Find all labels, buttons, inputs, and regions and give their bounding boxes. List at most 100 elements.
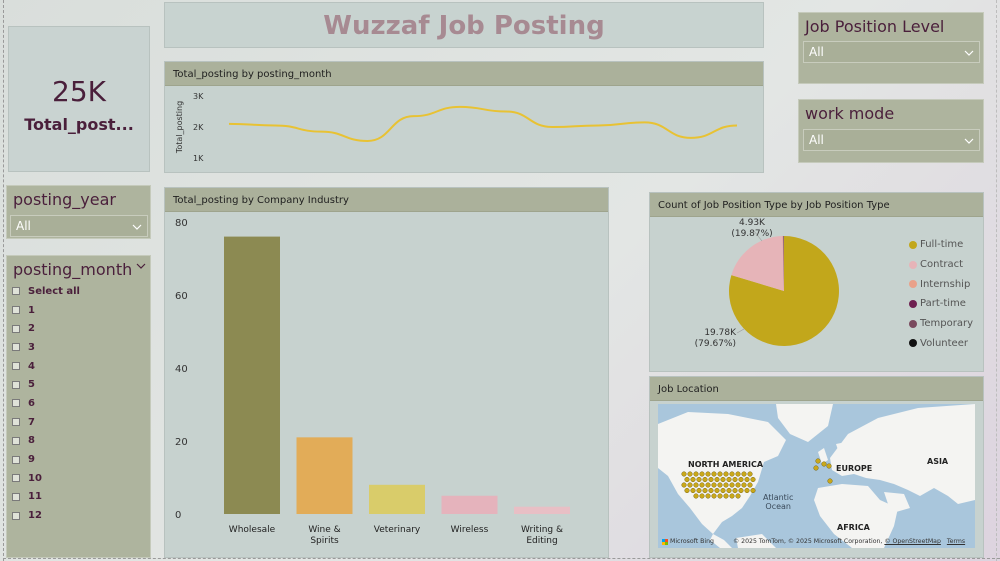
chevron-down-icon[interactable] (136, 261, 146, 271)
line-chart-title: Total_posting by posting_month (165, 62, 763, 86)
month-option[interactable]: Select all (12, 282, 80, 301)
legend-swatch (909, 260, 917, 269)
map-copyright: © 2025 TomTom, © 2025 Microsoft Corporat… (733, 538, 965, 545)
map-marker (699, 471, 705, 477)
posting-year-dropdown[interactable]: All (10, 215, 148, 237)
month-option-label: 12 (28, 510, 42, 522)
x-tick-label: Spirits (310, 536, 339, 546)
y-tick-label: 1K (193, 154, 204, 163)
data-label: 19.78K (704, 328, 737, 338)
bing-label: Microsoft Bing (670, 538, 714, 545)
month-option-label: 11 (28, 491, 42, 503)
map-marker (735, 482, 741, 488)
month-option-label: Select all (28, 285, 80, 297)
posting-month-title: posting_month (13, 260, 133, 279)
terms-link[interactable]: Terms (946, 538, 966, 545)
pie-chart-card[interactable]: Count of Job Position Type by Job Positi… (649, 192, 984, 372)
job-level-dropdown[interactable]: All (803, 41, 980, 63)
checkbox[interactable] (12, 362, 20, 371)
legend-item[interactable]: Full-time (909, 235, 973, 255)
month-option[interactable]: 5 (12, 375, 80, 394)
legend-item[interactable]: Temporary (909, 314, 973, 334)
microsoft-logo-icon (662, 538, 668, 545)
data-label: (79.67%) (695, 339, 736, 349)
osm-link[interactable]: © OpenStreetMap (884, 538, 941, 545)
checkbox[interactable] (12, 287, 20, 296)
legend-item[interactable]: Internship (909, 274, 973, 294)
y-tick-label: 2K (193, 123, 204, 132)
x-tick-label: Editing (526, 536, 557, 546)
month-option[interactable]: 6 (12, 394, 80, 413)
map-marker (705, 493, 711, 499)
month-option[interactable]: 10 (12, 469, 80, 488)
kpi-label: Total_post... (24, 115, 134, 134)
legend-item[interactable]: Part-time (909, 294, 973, 314)
map-marker (687, 471, 693, 477)
month-option[interactable]: 11 (12, 488, 80, 507)
map-marker (813, 465, 819, 471)
checkbox[interactable] (12, 418, 20, 427)
map-marker (747, 471, 753, 477)
month-option[interactable]: 9 (12, 450, 80, 469)
map-card[interactable]: Job Location NORTH AMERICA EUROPE ASIA A… (649, 376, 984, 558)
checkbox[interactable] (12, 306, 20, 315)
map-marker (815, 458, 821, 464)
legend-swatch (909, 240, 917, 249)
x-tick-label: Wireless (451, 525, 489, 535)
job-level-slicer: Job Position Level All (798, 12, 984, 84)
map-marker (729, 493, 735, 499)
map-marker (690, 476, 696, 483)
month-option[interactable]: 7 (12, 413, 80, 432)
x-tick-label: Wholesale (229, 525, 276, 535)
job-level-title: Job Position Level (805, 17, 945, 36)
map-marker (732, 476, 738, 483)
map-marker (738, 476, 744, 483)
checkbox[interactable] (12, 324, 20, 333)
legend-label: Full-time (920, 239, 964, 251)
line-chart: 3K 2K 1K Total_posting (175, 92, 738, 163)
checkbox[interactable] (12, 492, 20, 501)
legend-item[interactable]: Volunteer (909, 333, 973, 353)
legend-label: Volunteer (920, 337, 968, 349)
work-mode-slicer: work mode All (798, 99, 984, 163)
legend-label: Part-time (920, 298, 966, 310)
map-marker (711, 471, 717, 477)
bar-chart-card[interactable]: Total_posting by Company Industry 80 60 40… (164, 187, 609, 558)
posting-year-title: posting_year (13, 190, 116, 209)
checkbox[interactable] (12, 474, 20, 483)
checkbox[interactable] (12, 399, 20, 408)
map-marker (684, 487, 690, 494)
line-chart-card[interactable]: Total_posting by posting_month 3K 2K 1K Tot… (164, 61, 764, 173)
checkbox[interactable] (12, 343, 20, 352)
bar (514, 506, 570, 514)
map-marker (717, 493, 723, 499)
checkbox[interactable] (12, 380, 20, 389)
map-marker (726, 487, 732, 494)
x-tick-label: Writing & (521, 525, 563, 535)
month-option[interactable]: 4 (12, 357, 80, 376)
map-marker (714, 476, 720, 483)
y-tick-label: 40 (175, 364, 188, 375)
europe-label: EUROPE (836, 464, 873, 473)
month-option[interactable]: 8 (12, 432, 80, 451)
map-marker (708, 476, 714, 483)
month-option[interactable]: 1 (12, 301, 80, 320)
legend-item[interactable]: Contract (909, 255, 973, 275)
checkbox[interactable] (12, 511, 20, 520)
work-mode-dropdown[interactable]: All (803, 129, 980, 151)
map-marker (717, 471, 723, 477)
map-marker (696, 476, 702, 483)
pie-slice (782, 236, 784, 291)
checkbox[interactable] (12, 436, 20, 445)
map-canvas[interactable]: NORTH AMERICA EUROPE ASIA AFRICA Atlanti… (658, 404, 975, 548)
map-marker (699, 493, 705, 499)
month-option[interactable]: 2 (12, 319, 80, 338)
month-option[interactable]: 3 (12, 338, 80, 357)
map-marker (735, 471, 741, 477)
map-marker (723, 493, 729, 499)
month-option[interactable]: 12 (12, 506, 80, 525)
legend-swatch (909, 280, 917, 289)
bar (441, 495, 498, 514)
checkbox[interactable] (12, 455, 20, 464)
map-marker (705, 482, 711, 488)
